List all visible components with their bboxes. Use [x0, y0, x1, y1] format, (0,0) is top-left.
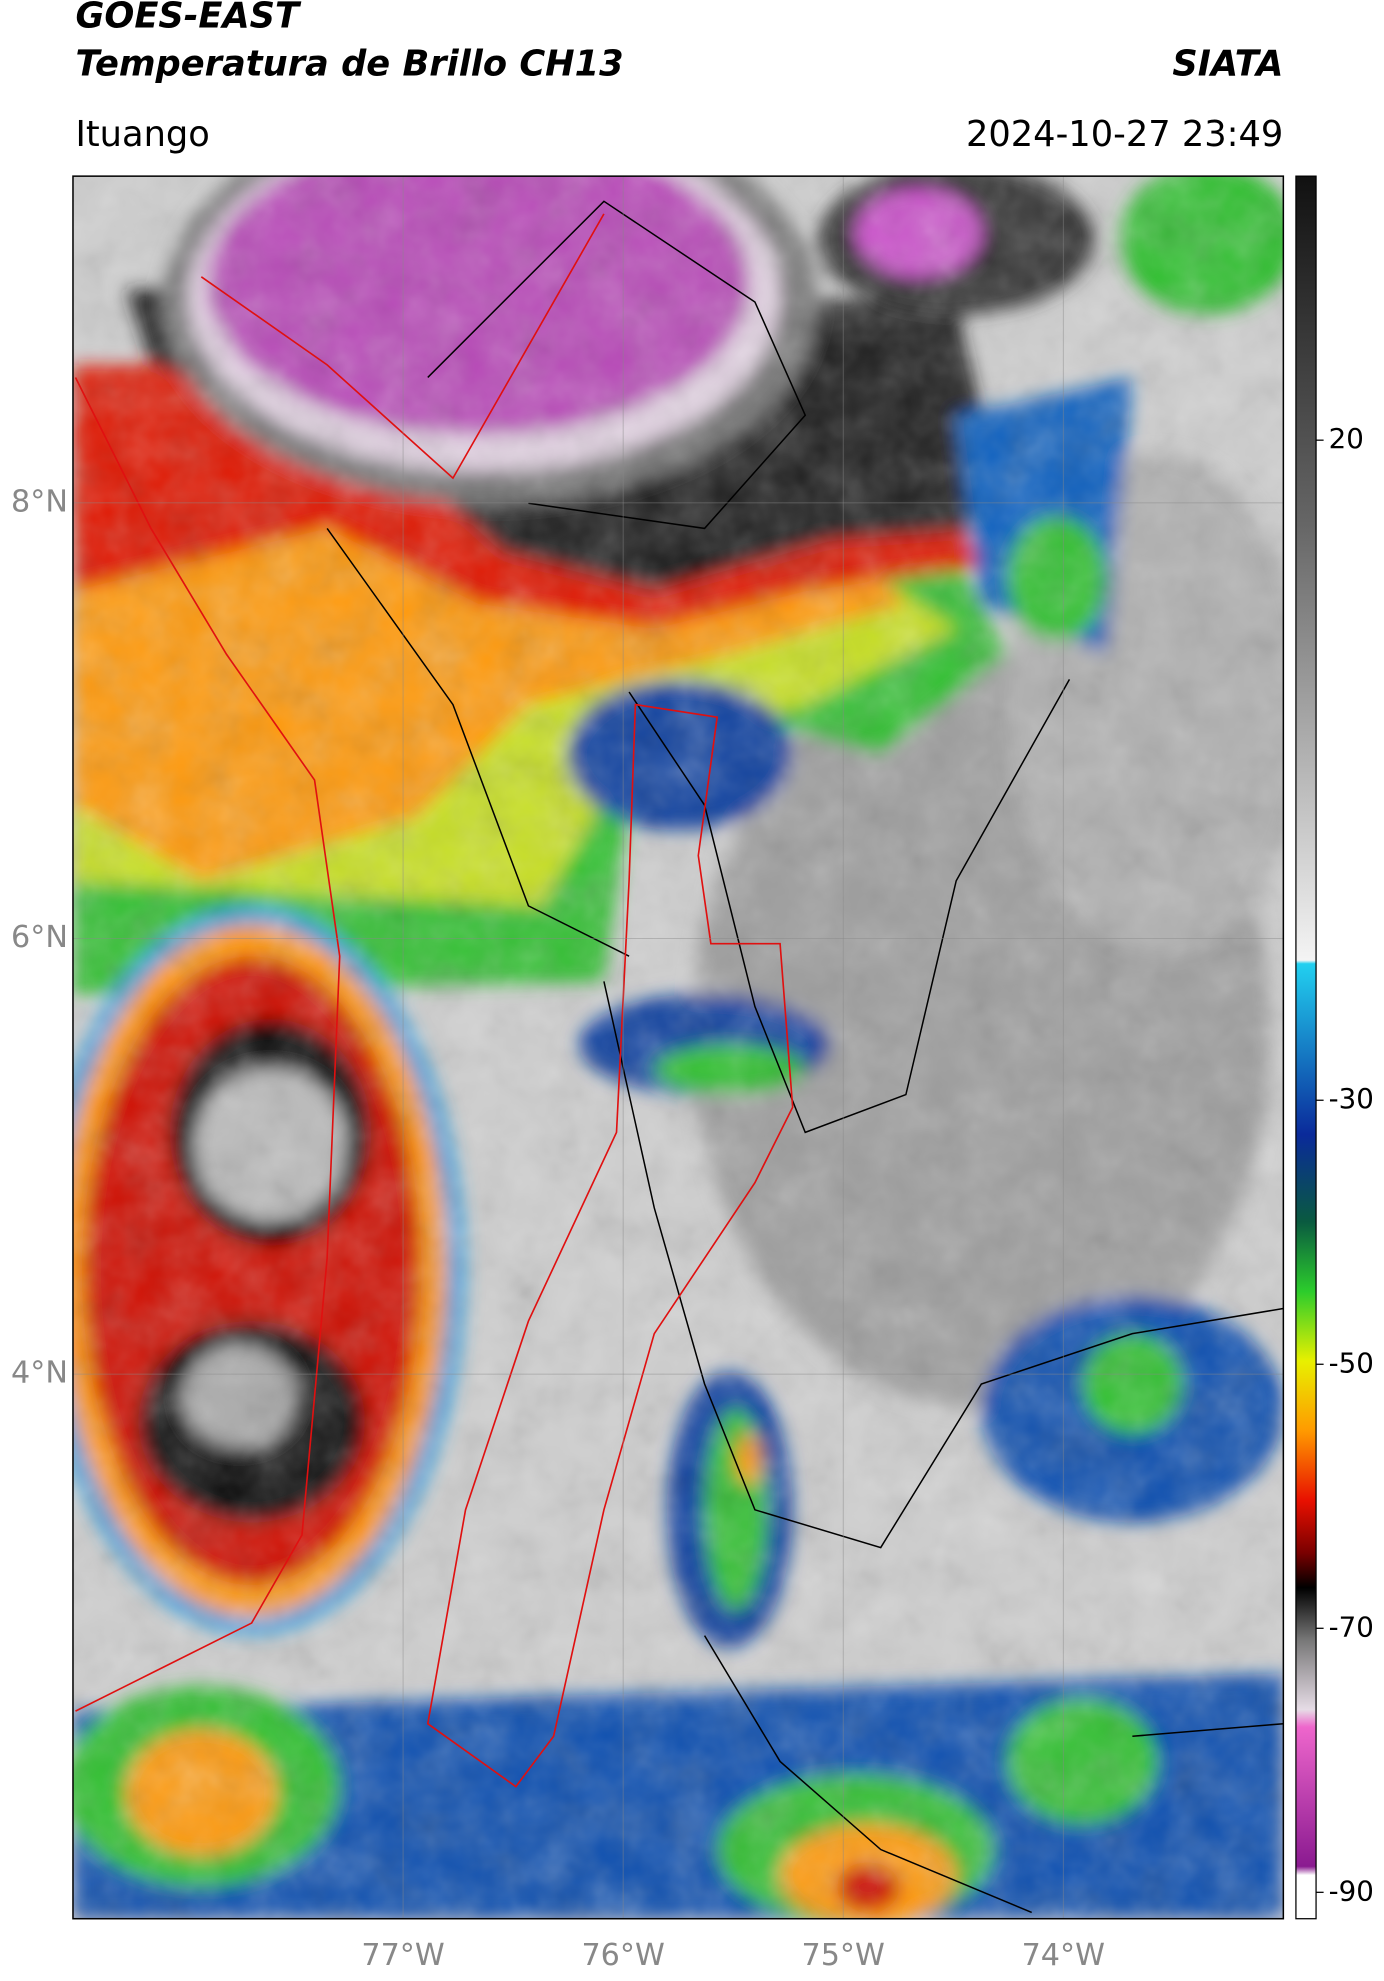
title: GOES-EAST	[75, 0, 302, 37]
y-tick-label: 6°N	[11, 920, 68, 955]
x-tick-label: 77°W	[361, 1938, 444, 1973]
colorbar	[1295, 175, 1317, 1920]
colorbar-tick-label: 20	[1329, 422, 1364, 455]
x-tick-label: 74°W	[1022, 1938, 1105, 1973]
map-frame	[72, 175, 1285, 1920]
y-tick-label: 4°N	[11, 1356, 68, 1391]
colorbar-tick-label: -30	[1329, 1082, 1374, 1115]
datetime: 2024-10-27 23:49	[966, 114, 1283, 155]
x-tick-label: 75°W	[802, 1938, 885, 1973]
location: Ituango	[75, 114, 209, 155]
y-tick-label: 8°N	[11, 484, 68, 519]
x-tick-label: 76°W	[581, 1938, 664, 1973]
subtitle: Temperatura de Brillo CH13	[75, 43, 623, 84]
source: SIATA	[1172, 43, 1283, 84]
colorbar-tick-label: -90	[1329, 1874, 1374, 1907]
colorbar-tick-label: -50	[1329, 1346, 1374, 1379]
colorbar-tick-label: -70	[1329, 1610, 1374, 1643]
satellite-image	[72, 176, 1284, 1919]
